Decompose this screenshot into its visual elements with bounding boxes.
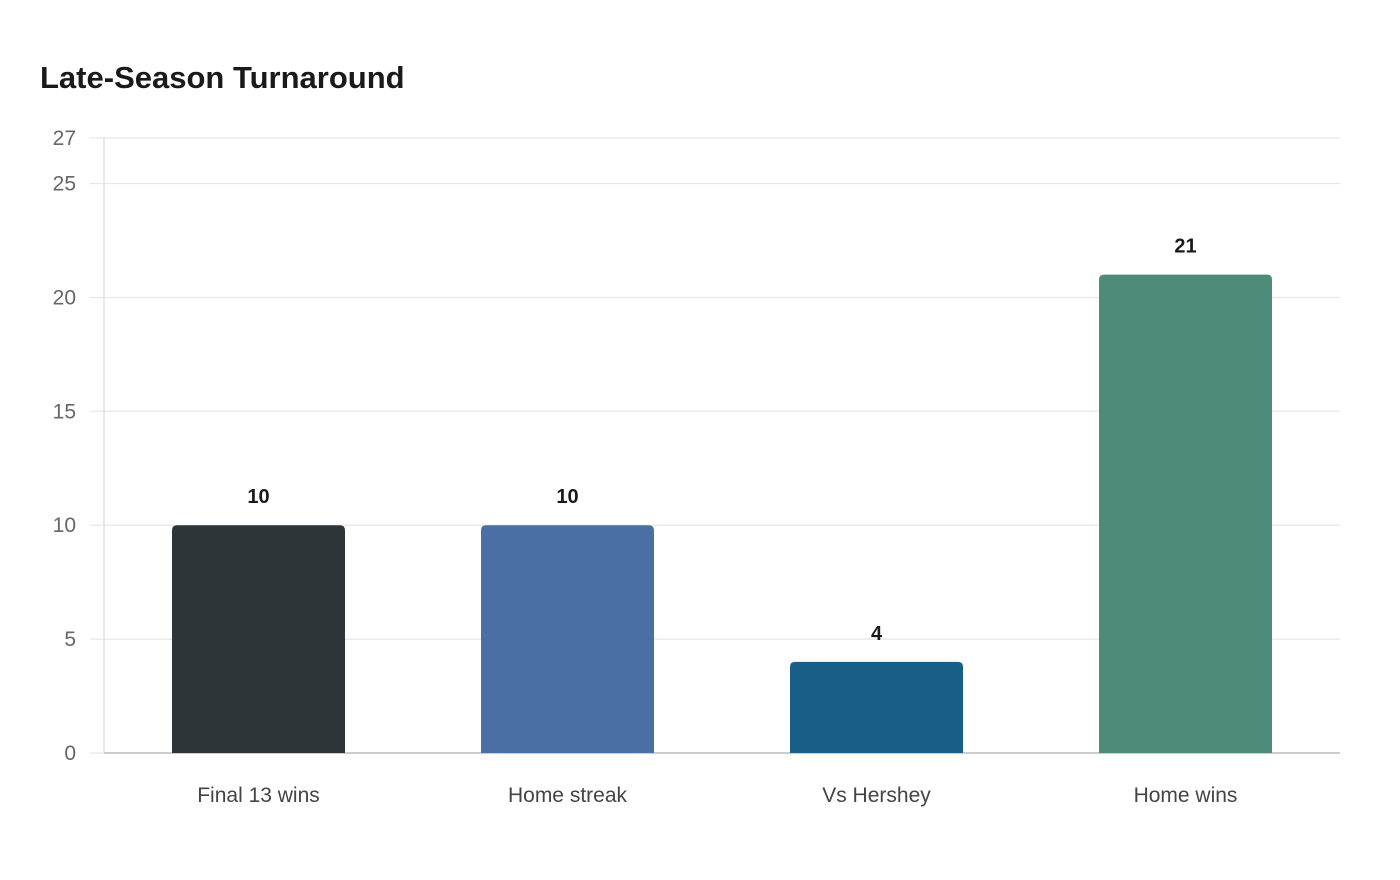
y-tick-label: 27 [53,127,76,150]
bar-value-label: 4 [871,623,883,645]
bar-home-wins [1099,274,1272,753]
y-tick-label: 15 [53,400,76,423]
y-tick-label: 25 [53,173,76,196]
x-category-label: Home wins [1134,784,1238,807]
x-axis-categories: Final 13 wins Home streak Vs Hershey Home w… [197,784,1237,807]
bar-final-13-wins [172,525,345,753]
data-labels: 10 10 4 21 [247,236,1196,645]
y-tick-label: 20 [53,286,76,309]
y-tick-label: 5 [64,628,76,651]
bars [172,274,1272,753]
y-axis-ticks: 0 5 10 15 20 25 27 [53,127,104,765]
x-category-label: Home streak [508,784,628,807]
bar-value-label: 10 [556,486,578,508]
chart-title: Late-Season Turnaround [40,60,405,95]
bar-home-streak [481,525,654,753]
x-category-label: Final 13 wins [197,784,320,807]
bar-vs-hershey [790,661,963,753]
bar-value-label: 21 [1174,236,1196,258]
y-tick-label: 0 [64,742,76,765]
bar-value-label: 10 [247,486,269,508]
x-category-label: Vs Hershey [822,784,931,807]
y-tick-label: 10 [53,514,76,537]
